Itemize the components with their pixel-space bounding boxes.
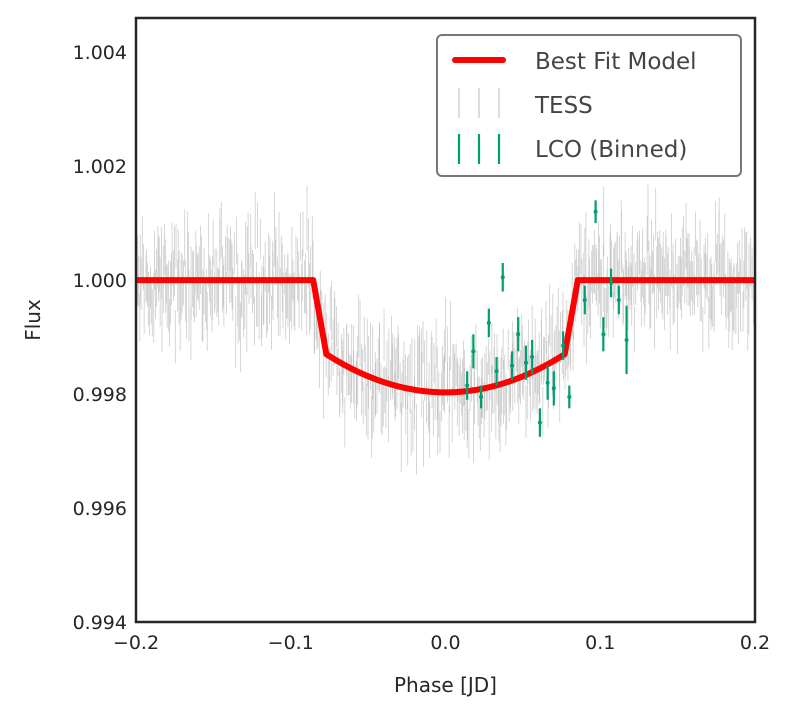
legend: Best Fit Model TESS LCO (Binned) bbox=[436, 34, 742, 177]
plot-area bbox=[136, 184, 755, 475]
lco-point bbox=[593, 200, 598, 224]
y-tick-label: 0.998 bbox=[73, 384, 127, 406]
lco-marker bbox=[510, 363, 515, 368]
lco-marker bbox=[465, 383, 470, 388]
lco-marker bbox=[537, 420, 542, 425]
lco-point bbox=[601, 317, 606, 352]
lco-marker bbox=[567, 394, 572, 399]
legend-swatch-lco bbox=[457, 134, 501, 164]
lco-point bbox=[479, 385, 484, 409]
lco-marker bbox=[593, 209, 598, 214]
x-axis-label: Phase [JD] bbox=[394, 673, 497, 697]
model-curve bbox=[136, 277, 755, 396]
x-axis-ticks: −0.2 −0.1 0.0 0.1 0.2 bbox=[113, 632, 770, 654]
lco-series bbox=[465, 200, 629, 437]
lco-point bbox=[523, 345, 528, 380]
lco-point bbox=[471, 334, 476, 369]
lco-point bbox=[567, 385, 572, 409]
lco-point bbox=[537, 408, 542, 437]
y-axis-ticks: 0.994 0.996 0.998 1.000 1.002 1.004 bbox=[73, 42, 127, 634]
y-axis-label: Flux bbox=[21, 299, 45, 341]
lco-marker bbox=[516, 332, 521, 337]
x-tick-label: 0.1 bbox=[585, 632, 615, 654]
lco-point bbox=[551, 371, 556, 406]
lco-point bbox=[582, 285, 587, 315]
lco-marker bbox=[486, 320, 491, 325]
lco-marker bbox=[561, 343, 566, 348]
lco-point bbox=[561, 331, 566, 360]
legend-label-tess: TESS bbox=[534, 93, 593, 119]
axes-frame bbox=[134, 16, 757, 624]
lco-point bbox=[465, 371, 470, 400]
legend-label-model: Best Fit Model bbox=[535, 49, 697, 75]
lco-marker bbox=[523, 360, 528, 365]
y-tick-label: 0.994 bbox=[73, 612, 127, 634]
lco-point bbox=[616, 285, 621, 315]
lco-point bbox=[510, 351, 515, 380]
lco-marker bbox=[582, 298, 587, 303]
lco-marker bbox=[601, 332, 606, 337]
lco-marker bbox=[530, 355, 535, 360]
legend-swatch-tess bbox=[458, 88, 500, 118]
lco-marker bbox=[479, 394, 484, 399]
lco-point bbox=[545, 365, 550, 400]
lco-point bbox=[530, 339, 535, 375]
y-tick-label: 1.002 bbox=[73, 156, 127, 178]
lco-point bbox=[500, 263, 505, 292]
lco-marker bbox=[616, 298, 621, 303]
lco-marker bbox=[500, 275, 505, 280]
x-tick-label: 0.0 bbox=[430, 632, 460, 654]
lco-marker bbox=[471, 349, 476, 354]
lco-point bbox=[609, 268, 614, 298]
plot-clipped-group bbox=[136, 184, 755, 475]
lco-marker bbox=[551, 386, 556, 391]
lco-marker bbox=[624, 337, 629, 342]
y-tick-label: 1.004 bbox=[73, 42, 127, 64]
y-tick-label: 0.996 bbox=[73, 498, 127, 520]
x-tick-label: 0.2 bbox=[740, 632, 770, 654]
lco-point bbox=[516, 317, 521, 352]
x-tick-label: −0.2 bbox=[113, 632, 159, 654]
legend-label-lco: LCO (Binned) bbox=[535, 137, 687, 163]
lco-marker bbox=[609, 280, 614, 285]
y-tick-label: 1.000 bbox=[73, 270, 127, 292]
lco-point bbox=[486, 308, 491, 338]
lco-marker bbox=[494, 369, 499, 374]
lco-point bbox=[494, 357, 499, 386]
legend-frame bbox=[436, 34, 742, 177]
lco-point bbox=[624, 305, 629, 375]
lco-marker bbox=[545, 380, 550, 385]
x-tick-label: −0.1 bbox=[268, 632, 314, 654]
